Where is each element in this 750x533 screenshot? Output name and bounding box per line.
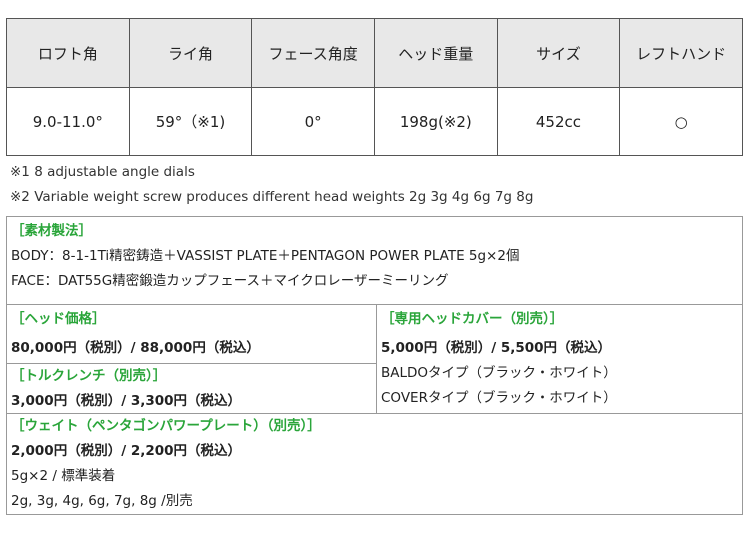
material-section: ［素材製法］ BODY：8-1-1Ti精密鋳造＋VASSIST PLATE＋PE… — [6, 216, 743, 305]
table-cell: 0° — [251, 87, 375, 156]
header-cell: レフトハンド — [619, 18, 743, 88]
table-cell: 452cc — [496, 87, 621, 156]
section-heading: ［専用ヘッドカバー（別売）］ — [381, 311, 564, 327]
head-cover-price: 5,000円（税別）/ 5,500円（税込） — [381, 340, 612, 356]
table-cell: ○ — [619, 87, 743, 156]
weight-section: ［ウェイト（ペンタゴンパワープレート）（別売）］ 2,000円（税別）/ 2,2… — [6, 413, 743, 515]
cover-type: BALDOタイプ（ブラック・ホワイト） — [381, 365, 617, 381]
face-material: FACE：DAT55G精密鍛造カップフェース＋マイクロレーザーミーリング — [11, 273, 449, 289]
table-cell: 59°（※1) — [128, 87, 253, 156]
weight-price: 2,000円（税別）/ 2,200円（税込） — [11, 443, 242, 459]
body-material: BODY：8-1-1Ti精密鋳造＋VASSIST PLATE＋PENTAGON … — [11, 248, 520, 264]
section-heading: ［トルクレンチ（別売）］ — [11, 368, 167, 384]
table-row: 9.0-11.0° 59°（※1) 0° 198g(※2) 452cc ○ — [6, 87, 743, 156]
head-price-section: ［ヘッド価格］ 80,000円（税別）/ 88,000円（税込） — [6, 304, 377, 364]
section-heading: ［ヘッド価格］ — [11, 311, 106, 327]
header-cell: サイズ — [496, 18, 621, 88]
weight-options: 2g, 3g, 4g, 6g, 7g, 8g /別売 — [11, 493, 193, 509]
section-heading: ［ウェイト（ペンタゴンパワープレート）（別売）］ — [11, 418, 321, 434]
table-header-row: ロフト角 ライ角 フェース角度 ヘッド重量 サイズ レフトハンド — [6, 18, 743, 88]
header-cell: ヘッド重量 — [373, 18, 498, 88]
section-heading: ［素材製法］ — [11, 223, 92, 239]
header-cell: フェース角度 — [251, 18, 375, 88]
head-cover-section: ［専用ヘッドカバー（別売）］ 5,000円（税別）/ 5,500円（税込） BA… — [376, 304, 743, 414]
table-cell: 9.0-11.0° — [6, 87, 130, 156]
header-cell: ライ角 — [128, 18, 253, 88]
footnote-1: ※1 8 adjustable angle dials — [10, 164, 195, 180]
table-cell: 198g(※2) — [373, 87, 498, 156]
torque-wrench-price: 3,000円（税別）/ 3,300円（税込） — [11, 393, 242, 409]
cover-type: COVERタイプ（ブラック・ホワイト） — [381, 390, 617, 406]
spec-table: ロフト角 ライ角 フェース角度 ヘッド重量 サイズ レフトハンド 9.0-11.… — [6, 18, 743, 156]
footnote-2: ※2 Variable weight screw produces differ… — [10, 189, 534, 205]
weight-standard: 5g×2 / 標準装着 — [11, 468, 116, 484]
head-price: 80,000円（税別）/ 88,000円（税込） — [11, 340, 260, 356]
header-cell: ロフト角 — [6, 18, 130, 88]
torque-wrench-section: ［トルクレンチ（別売）］ 3,000円（税別）/ 3,300円（税込） — [6, 363, 377, 414]
